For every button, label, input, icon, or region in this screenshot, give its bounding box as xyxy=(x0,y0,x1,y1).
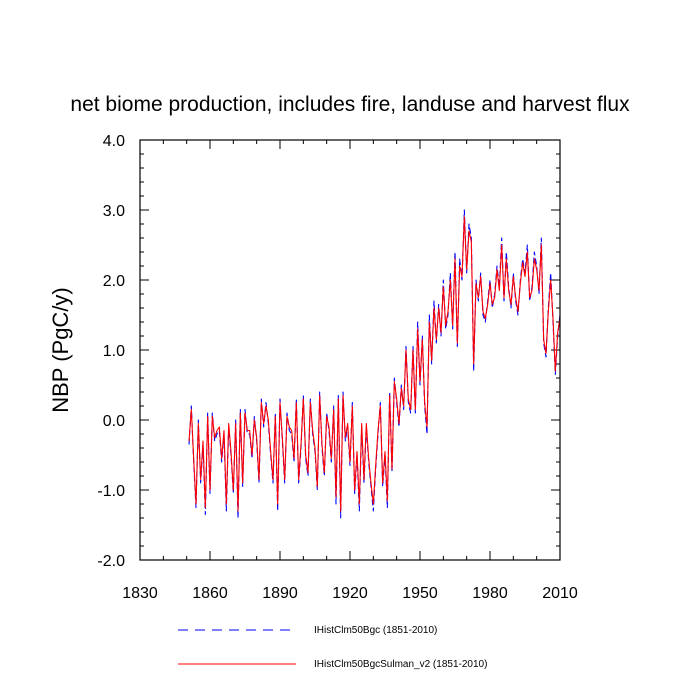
y-tick-label: -2.0 xyxy=(97,553,125,570)
y-axis-label: NBP (PgC/y) xyxy=(48,287,73,413)
x-tick-label: 1980 xyxy=(472,585,508,602)
plot-frame xyxy=(139,139,561,561)
x-tick-label: 1950 xyxy=(402,585,438,602)
x-tick-label: 1890 xyxy=(262,585,298,602)
tick-marks xyxy=(139,139,561,561)
legend-label-ihistclm50bgcsulman: IHistClm50BgcSulman_v2 (1851-2010) xyxy=(314,659,487,670)
legend: IHistClm50Bgc (1851-2010) IHistClm50BgcS… xyxy=(178,625,487,670)
series-line-ihistclm50bgc xyxy=(188,209,561,519)
x-tick-label: 1860 xyxy=(192,585,228,602)
x-tick-label: 1920 xyxy=(332,585,368,602)
tick-labels: 1830 1860 1890 1920 1950 1980 2010 -2.0 -1.0 0.0 1… xyxy=(97,133,577,602)
y-tick-label: 2.0 xyxy=(103,273,125,290)
y-tick-label: 1.0 xyxy=(103,343,125,360)
legend-label-ihistclm50bgc: IHistClm50Bgc (1851-2010) xyxy=(314,625,437,636)
y-tick-label: 0.0 xyxy=(103,413,125,430)
x-tick-label: 2010 xyxy=(542,585,578,602)
y-tick-label: -1.0 xyxy=(97,483,125,500)
series-lines xyxy=(188,209,561,519)
x-tick-label: 1830 xyxy=(122,585,158,602)
y-axis-label-group: NBP (PgC/y) xyxy=(48,287,73,413)
chart-title: net biome production, includes fire, lan… xyxy=(70,93,630,116)
series-line-ihistclm50bgcsulman xyxy=(188,216,561,512)
y-tick-label: 3.0 xyxy=(103,203,125,220)
y-tick-label: 4.0 xyxy=(103,133,125,150)
